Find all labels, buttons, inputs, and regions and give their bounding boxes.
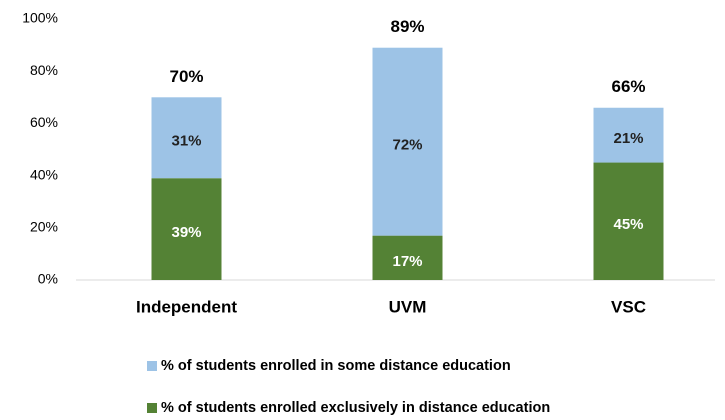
data-label: 45% bbox=[613, 216, 643, 233]
total-label: 89% bbox=[390, 17, 424, 36]
legend-label: % of students enrolled in some distance … bbox=[161, 358, 511, 374]
bar-segment bbox=[151, 97, 222, 179]
x-tick-label: Independent bbox=[136, 297, 237, 316]
bar-segment bbox=[593, 107, 664, 163]
data-label: 21% bbox=[613, 130, 643, 147]
y-tick-label: 40% bbox=[30, 166, 58, 182]
x-tick-label: UVM bbox=[389, 297, 427, 316]
total-label: 66% bbox=[611, 77, 645, 96]
legend-label: % of students enrolled exclusively in di… bbox=[161, 400, 550, 416]
bar-segment bbox=[372, 235, 443, 280]
y-tick-label: 60% bbox=[30, 114, 58, 130]
bar-segment bbox=[593, 162, 664, 280]
bar-segment bbox=[372, 47, 443, 236]
data-label: 72% bbox=[392, 137, 422, 154]
legend-swatch bbox=[147, 403, 157, 413]
y-tick-label: 0% bbox=[38, 271, 58, 287]
data-label: 39% bbox=[171, 224, 201, 241]
x-tick-label: VSC bbox=[611, 297, 646, 316]
data-label: 17% bbox=[392, 253, 422, 270]
y-tick-label: 20% bbox=[30, 219, 58, 235]
total-label: 70% bbox=[169, 67, 203, 86]
bar-segment bbox=[151, 178, 222, 280]
y-tick-label: 100% bbox=[22, 10, 58, 26]
y-tick-label: 80% bbox=[30, 62, 58, 78]
data-label: 31% bbox=[171, 133, 201, 150]
legend-swatch bbox=[147, 361, 157, 371]
